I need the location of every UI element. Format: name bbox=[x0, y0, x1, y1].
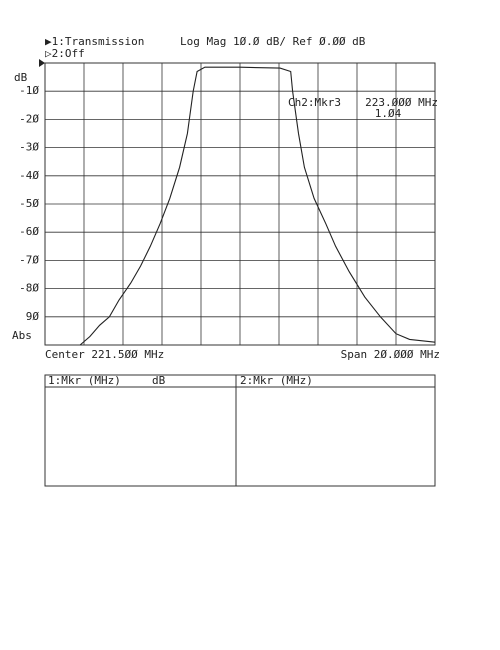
table-header: 1:Mkr (MHz) bbox=[48, 374, 121, 387]
ref-marker bbox=[39, 59, 45, 67]
table-header: 2:Mkr (MHz) bbox=[240, 374, 313, 387]
marker-freq: 223.ØØØ MHz bbox=[365, 96, 438, 109]
y-tick-label: 9Ø bbox=[26, 310, 40, 323]
trace1: ▶1:Transmission bbox=[45, 35, 144, 48]
y-tick-label: -1Ø bbox=[19, 84, 39, 97]
y-tick-label: -3Ø bbox=[19, 141, 39, 154]
y-tick-label: -6Ø bbox=[19, 225, 39, 238]
y-tick-label: -5Ø bbox=[19, 197, 39, 210]
format: Log Mag 1Ø.Ø dB/ Ref Ø.ØØ dB bbox=[180, 35, 366, 48]
span: Span 2Ø.ØØØ MHz bbox=[341, 348, 440, 361]
marker-table bbox=[44, 374, 436, 487]
marker-value: 1.Ø4 bbox=[375, 107, 402, 120]
center: Center 221.5ØØ MHz bbox=[45, 348, 164, 361]
y-tick-label: -7Ø bbox=[19, 253, 39, 266]
y-tick-label: -8Ø bbox=[19, 282, 39, 295]
trace bbox=[79, 66, 436, 346]
y-tick-label: -4Ø bbox=[19, 169, 39, 182]
trace2: ▷2:Off bbox=[45, 47, 85, 60]
y-tick-label: -2Ø bbox=[19, 112, 39, 125]
y-label-bottom: Abs bbox=[12, 329, 32, 342]
table-unit: dB bbox=[152, 374, 166, 387]
y-label: dB bbox=[14, 71, 28, 84]
marker-label: Ch2:Mkr3 bbox=[288, 96, 341, 109]
